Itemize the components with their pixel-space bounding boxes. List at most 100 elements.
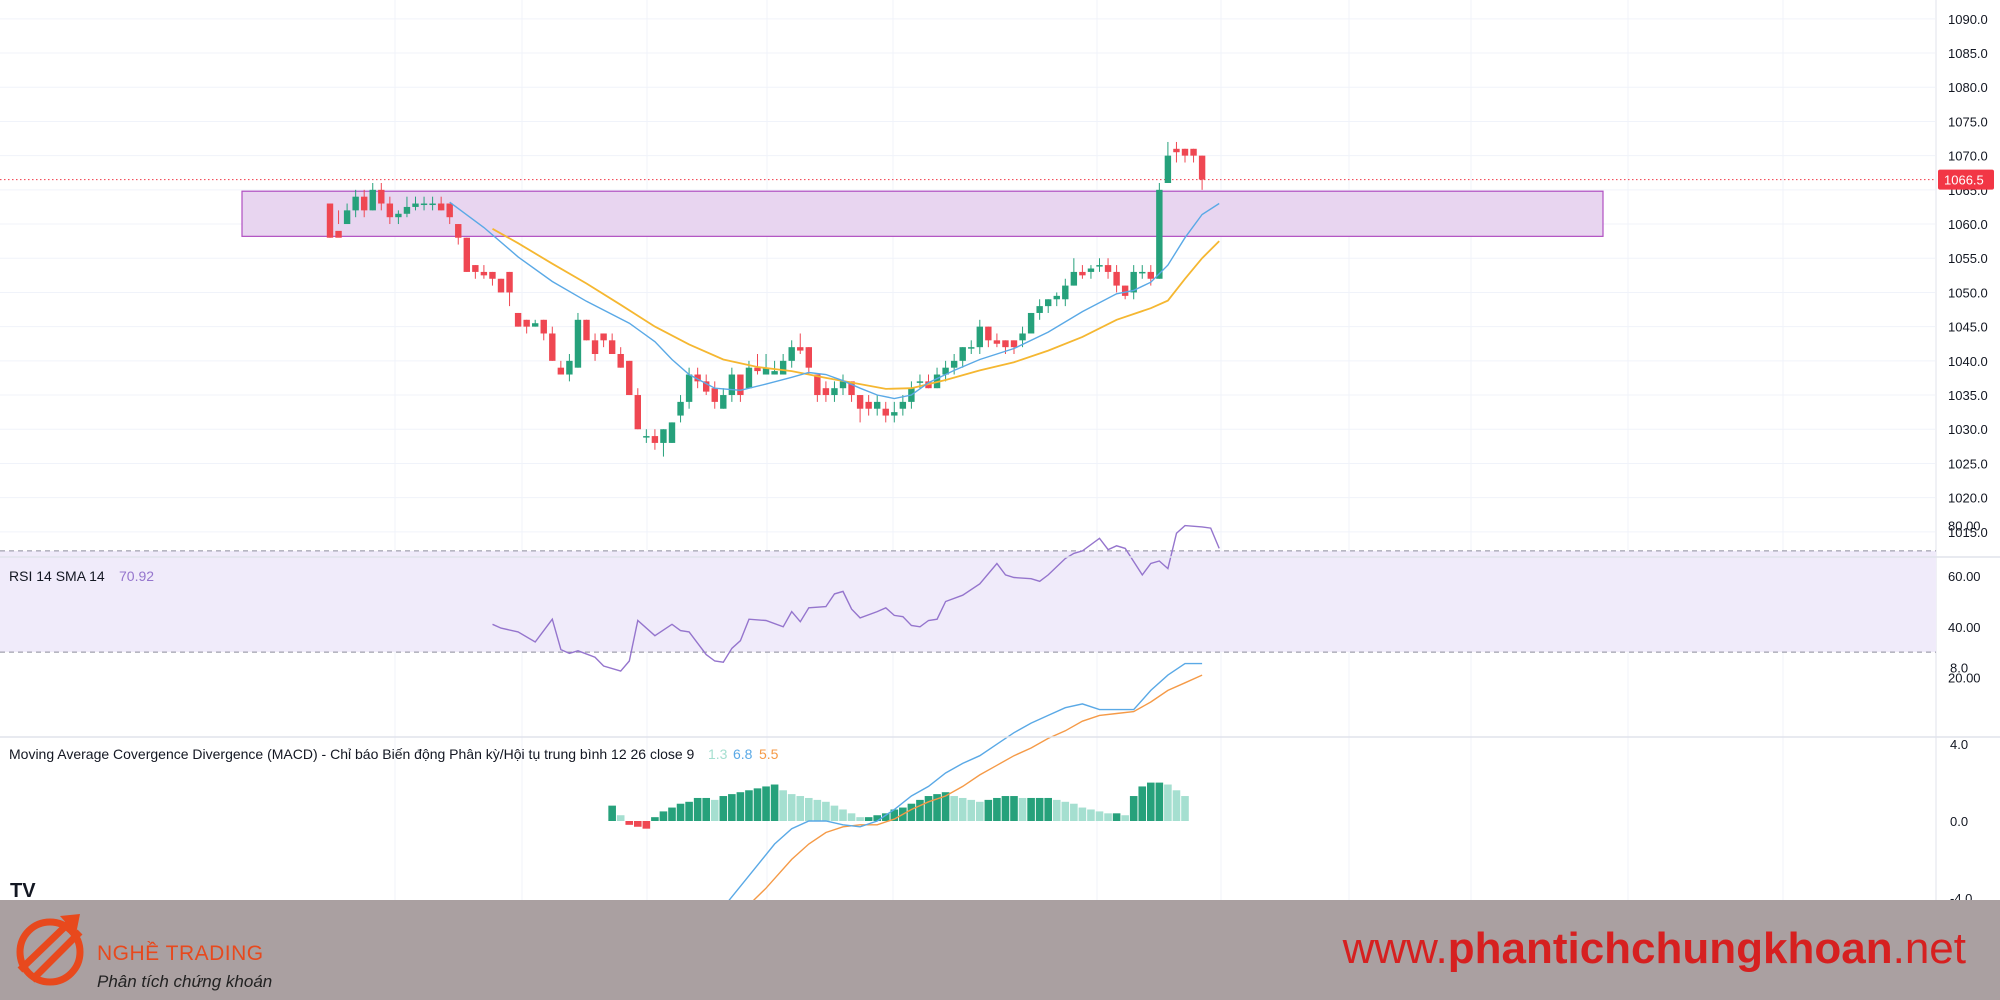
macd-histogram-bar — [1061, 801, 1070, 821]
candle-body — [549, 333, 556, 361]
candle-body — [1096, 265, 1103, 267]
candle-body — [335, 230, 342, 238]
candle-body — [583, 319, 590, 341]
candle-body — [728, 374, 736, 396]
macd-histogram-bar — [616, 815, 625, 821]
macd-histogram-bar — [779, 790, 787, 821]
candle-body — [574, 319, 582, 368]
macd-histogram-bar — [787, 794, 796, 821]
rsi-tick-label: 60.00 — [1948, 569, 1981, 584]
macd-histogram-bar — [907, 803, 916, 821]
macd-histogram-bar — [1044, 797, 1052, 821]
candle-body — [942, 367, 949, 375]
candle-body — [703, 381, 710, 392]
candle-body — [489, 271, 496, 279]
macd-histogram-bar — [950, 796, 958, 821]
candle-body — [968, 347, 975, 349]
candle-body — [754, 367, 761, 372]
macd-histogram-bar — [1095, 811, 1104, 821]
candle-body — [403, 206, 411, 214]
macd-histogram-bar — [856, 817, 864, 821]
macd-histogram-bar — [864, 817, 873, 821]
candle-body — [1121, 285, 1129, 296]
candle-body — [839, 381, 847, 389]
macd-histogram-bar — [873, 815, 881, 821]
candle-body — [1087, 268, 1095, 272]
candle-body — [326, 203, 334, 238]
candle-body — [1036, 306, 1043, 313]
candle-body — [352, 196, 359, 211]
candle-body — [1173, 148, 1180, 153]
candle-body — [993, 340, 1001, 344]
resistance-zone — [0, 179, 1935, 237]
brand-tagline: Phân tích chứng khoán — [97, 972, 273, 991]
rsi-band — [0, 550, 1936, 653]
candle-body — [378, 189, 385, 204]
candle-body — [591, 340, 599, 354]
macd-histogram-bar — [976, 801, 984, 821]
candle-body — [711, 388, 718, 402]
macd-histogram-bar — [958, 797, 967, 821]
chart-gridlines — [0, 0, 1935, 900]
price-axis: 1015.0 1020.0 1025.0 1030.0 1035.0 1040.0 1045… — [1935, 0, 1994, 900]
price-tick-label: 1070.0 — [1948, 149, 1988, 164]
candle-body — [848, 381, 855, 396]
macd-histogram-bar — [1155, 782, 1164, 821]
candle-body — [694, 374, 701, 382]
macd-histogram-bar — [770, 784, 779, 821]
candle-body — [959, 347, 966, 361]
macd-histogram-bar — [993, 797, 1001, 821]
macd-histogram-bar — [822, 801, 830, 821]
ma-slow-line — [492, 228, 1220, 390]
candle-body — [1130, 271, 1137, 293]
candle-body — [668, 422, 676, 443]
candle-body — [891, 412, 898, 416]
candle-body — [1190, 148, 1197, 156]
candle-body — [626, 360, 633, 396]
macd-histogram-bar — [890, 809, 899, 821]
price-candles — [326, 141, 1206, 457]
footer-banner: NGHỀ TRADING Phân tích chứng khoán www.p… — [0, 900, 2000, 1000]
candle-body — [1164, 155, 1172, 183]
candle-body — [386, 203, 394, 218]
candle-body — [822, 388, 830, 396]
website-url[interactable]: www.phantichchungkhoan.net — [1343, 924, 1966, 974]
price-tick-label: 1035.0 — [1948, 388, 1988, 403]
macd-histogram-bar — [685, 801, 693, 821]
candle-body — [899, 401, 907, 409]
nghe-trading-logo-icon[interactable] — [14, 912, 90, 988]
candle-body — [660, 429, 667, 443]
candle-body — [831, 388, 838, 396]
candle-body — [976, 326, 983, 348]
macd-histogram-bar — [668, 807, 676, 821]
candle-body — [634, 395, 641, 430]
candle-body — [514, 312, 522, 327]
macd-histogram-bar — [916, 799, 924, 821]
rsi-current-value: 70.92 — [119, 568, 154, 584]
candle-body — [950, 360, 958, 368]
candle-body — [874, 401, 881, 409]
candle-body — [480, 271, 488, 276]
candle-body — [685, 374, 693, 402]
candle-body — [557, 367, 565, 375]
price-tick-label: 1030.0 — [1948, 422, 1988, 437]
candle-body — [882, 408, 889, 416]
candle-body — [805, 347, 812, 368]
macd-histogram-bar — [1018, 797, 1027, 821]
rsi-tick-label: 20.00 — [1948, 670, 1981, 685]
candle-body — [523, 319, 530, 327]
candle-body — [779, 360, 787, 375]
tradingview-logo-icon[interactable]: TV — [10, 880, 36, 902]
candle-body — [1181, 148, 1189, 156]
macd-histogram-bar — [967, 799, 976, 821]
macd-histogram-bar — [881, 813, 890, 821]
macd-histogram-bar — [984, 799, 993, 821]
price-tick-label: 1025.0 — [1948, 456, 1988, 471]
last-price-label: 1066.5 — [1944, 173, 1984, 188]
candle-body — [497, 278, 505, 293]
candle-body — [1070, 271, 1078, 286]
macd-histogram-bar — [642, 821, 651, 829]
moving-average-lines — [449, 201, 1220, 400]
macd-tick-label: 0.0 — [1950, 814, 1968, 829]
macd-hist-value: 1.3 — [708, 746, 728, 762]
